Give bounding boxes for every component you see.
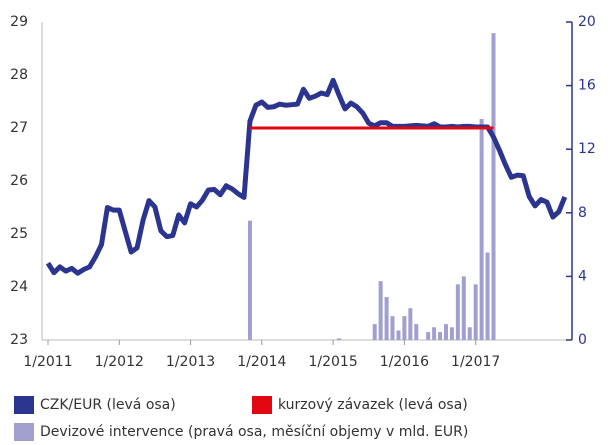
y-tick-label: 24 xyxy=(10,279,28,295)
line xyxy=(45,77,568,276)
bar xyxy=(449,327,454,340)
bar xyxy=(438,332,443,340)
x-tick-label: 1/2014 xyxy=(237,354,286,370)
bar xyxy=(491,33,496,340)
bar xyxy=(432,327,437,340)
legend-label: Devizové intervence (pravá osa, měsíční … xyxy=(40,424,468,440)
bar xyxy=(247,220,252,340)
x-tick-label: 1/2016 xyxy=(380,354,429,370)
bar xyxy=(384,297,389,340)
x-tick-label: 1/2017 xyxy=(451,354,500,370)
y2-tick-label: 8 xyxy=(578,205,587,221)
y-tick-label: 26 xyxy=(10,173,28,189)
x-tick-label: 1/2011 xyxy=(23,354,72,370)
x-tick-label: 1/2013 xyxy=(166,354,215,370)
bar xyxy=(396,330,401,340)
y2-tick-label: 0 xyxy=(578,332,587,348)
x-tick-label: 1/2012 xyxy=(95,354,144,370)
y-tick-label: 27 xyxy=(10,120,28,136)
bar xyxy=(408,308,413,340)
bar xyxy=(426,332,431,340)
bar xyxy=(378,281,383,340)
legend-label: kurzový závazek (levá osa) xyxy=(278,397,468,413)
legend-swatch xyxy=(14,396,34,414)
y-tick-label: 28 xyxy=(10,67,28,83)
bar xyxy=(479,118,484,341)
y2-tick-label: 12 xyxy=(578,141,596,157)
x-tick-label: 1/2015 xyxy=(308,354,357,370)
bar xyxy=(414,324,419,340)
bar xyxy=(337,338,342,340)
legend-swatch xyxy=(14,423,34,441)
bar xyxy=(473,284,478,340)
bar xyxy=(461,276,466,340)
y2-tick-label: 4 xyxy=(578,268,587,284)
bar xyxy=(485,252,490,340)
legend-swatch xyxy=(252,396,272,414)
bar xyxy=(443,324,448,340)
y-tick-label: 25 xyxy=(10,226,28,242)
y-tick-label: 29 xyxy=(10,14,28,30)
bar xyxy=(372,324,377,340)
legend-label: CZK/EUR (levá osa) xyxy=(40,397,176,413)
y-tick-label: 23 xyxy=(10,332,28,348)
y2-tick-label: 16 xyxy=(578,78,596,94)
bar xyxy=(402,316,407,340)
y2-tick-label: 20 xyxy=(578,14,596,30)
bar xyxy=(390,316,395,340)
bar xyxy=(455,284,460,340)
bar xyxy=(467,327,472,340)
